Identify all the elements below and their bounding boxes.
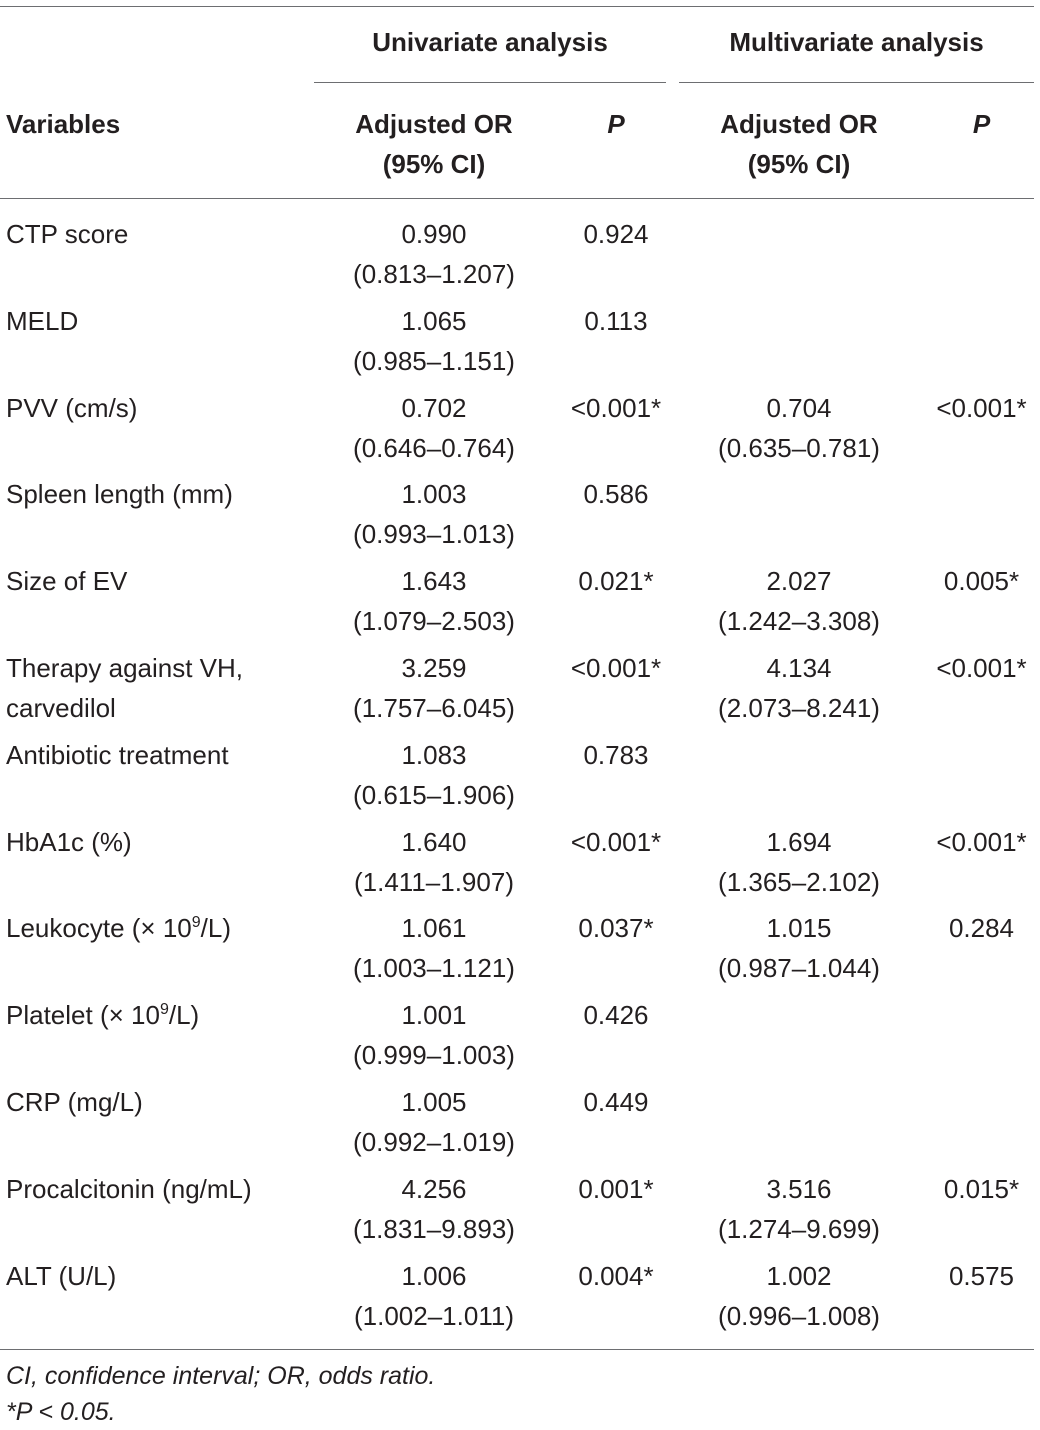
univariate-p-value: <0.001* bbox=[570, 827, 662, 857]
univariate-ci-value: (1.003–1.121) bbox=[353, 953, 515, 983]
multivariate-ci-value: (0.987–1.044) bbox=[718, 953, 880, 983]
row-variable-label-cont: carvedilol bbox=[6, 693, 116, 723]
footnote-significance: *P < 0.05. bbox=[6, 1398, 116, 1426]
univariate-p-value: 0.021* bbox=[578, 566, 654, 596]
multivariate-p-value: <0.001* bbox=[936, 393, 1027, 423]
univariate-or-value: 1.003 bbox=[401, 479, 467, 509]
univariate-ci-value: (0.615–1.906) bbox=[353, 780, 515, 810]
multivariate-ci-value: (1.365–2.102) bbox=[718, 867, 880, 897]
univariate-or-value: 1.005 bbox=[401, 1087, 467, 1117]
multivariate-p-value: 0.015* bbox=[943, 1174, 1020, 1204]
column-header-multivariate-p: P bbox=[972, 109, 991, 139]
univariate-ci-value: (0.985–1.151) bbox=[353, 346, 515, 376]
univariate-p-value: 0.449 bbox=[583, 1087, 649, 1117]
univariate-p-value: 0.037* bbox=[578, 913, 654, 943]
univariate-or-value: 1.065 bbox=[401, 306, 467, 336]
multivariate-p-value: <0.001* bbox=[936, 827, 1027, 857]
multivariate-or-value: 1.002 bbox=[766, 1261, 832, 1291]
univariate-or-value: 3.259 bbox=[401, 653, 467, 683]
multivariate-p-value: 0.005* bbox=[943, 566, 1020, 596]
row-variable-label: CTP score bbox=[6, 219, 129, 249]
row-variable-label: PVV (cm/s) bbox=[6, 393, 138, 423]
row-variable-label: MELD bbox=[6, 306, 79, 336]
row-variable-label: Size of EV bbox=[6, 566, 128, 596]
univariate-or-value: 4.256 bbox=[401, 1174, 467, 1204]
multivariate-ci-value: (2.073–8.241) bbox=[718, 693, 880, 723]
univariate-ci-value: (1.757–6.045) bbox=[353, 693, 515, 723]
multivariate-or-value: 4.134 bbox=[766, 653, 832, 683]
column-header-univariate-p: P bbox=[607, 109, 625, 139]
univariate-ci-value: (0.993–1.013) bbox=[353, 519, 515, 549]
univariate-or-value: 1.640 bbox=[401, 827, 467, 857]
univariate-or-value: 1.061 bbox=[401, 913, 467, 943]
univariate-ci-value: (1.831–9.893) bbox=[353, 1214, 515, 1244]
univariate-ci-value: (1.079–2.503) bbox=[353, 606, 515, 636]
univariate-p-value: 0.924 bbox=[583, 219, 649, 249]
column-header-variables: Variables bbox=[6, 109, 121, 139]
multivariate-or-value: 2.027 bbox=[766, 566, 832, 596]
univariate-p-value: 0.783 bbox=[583, 740, 649, 770]
multivariate-ci-value: (0.996–1.008) bbox=[718, 1301, 880, 1331]
footnote-abbreviations: CI, confidence interval; OR, odds ratio. bbox=[6, 1362, 436, 1390]
univariate-p-value: <0.001* bbox=[570, 653, 662, 683]
row-variable-label: Therapy against VH, bbox=[6, 653, 244, 683]
row-variable-label: Antibiotic treatment bbox=[6, 740, 229, 770]
group-header-univariate: Univariate analysis bbox=[372, 27, 608, 57]
multivariate-ci-value: (1.242–3.308) bbox=[718, 606, 880, 636]
multivariate-or-value: 0.704 bbox=[766, 393, 832, 423]
univariate-ci-value: (0.992–1.019) bbox=[353, 1127, 515, 1157]
multivariate-p-value: 0.575 bbox=[948, 1261, 1015, 1291]
table-bottom-rule bbox=[0, 1349, 1034, 1350]
row-variable-label: HbA1c (%) bbox=[6, 827, 132, 857]
column-header-multivariate-or: Adjusted OR (95% CI) bbox=[720, 109, 878, 179]
multivariate-or-value: 3.516 bbox=[766, 1174, 832, 1204]
multivariate-or-value: 1.015 bbox=[766, 913, 832, 943]
multivariate-or-value: 1.694 bbox=[766, 827, 832, 857]
univariate-group-rule bbox=[314, 82, 666, 83]
top-rule bbox=[0, 6, 1034, 7]
univariate-p-value: 0.113 bbox=[584, 306, 648, 336]
row-variable-label: Leukocyte (× 109/L) bbox=[6, 913, 231, 943]
header-bottom-rule bbox=[0, 198, 1034, 199]
column-header-univariate-or: Adjusted OR (95% CI) bbox=[355, 109, 513, 179]
univariate-or-value: 0.990 bbox=[401, 219, 467, 249]
univariate-ci-value: (1.411–1.907) bbox=[354, 867, 514, 897]
group-header-multivariate: Multivariate analysis bbox=[729, 27, 984, 57]
row-variable-label: ALT (U/L) bbox=[6, 1261, 117, 1291]
univariate-ci-value: (0.999–1.003) bbox=[353, 1040, 515, 1070]
univariate-ci-value: (0.813–1.207) bbox=[353, 259, 515, 289]
univariate-or-value: 1.083 bbox=[401, 740, 467, 770]
multivariate-p-value: <0.001* bbox=[936, 653, 1027, 683]
univariate-ci-value: (1.002–1.011) bbox=[354, 1301, 514, 1331]
univariate-ci-value: (0.646–0.764) bbox=[353, 433, 515, 463]
univariate-p-value: <0.001* bbox=[570, 393, 662, 423]
univariate-p-value: 0.586 bbox=[583, 479, 649, 509]
multivariate-group-rule bbox=[679, 82, 1034, 83]
univariate-p-value: 0.426 bbox=[583, 1000, 649, 1030]
row-variable-label: Platelet (× 109/L) bbox=[6, 1000, 200, 1030]
univariate-or-value: 1.006 bbox=[401, 1261, 467, 1291]
univariate-or-value: 1.643 bbox=[401, 566, 467, 596]
univariate-or-value: 1.001 bbox=[401, 1000, 467, 1030]
univariate-or-value: 0.702 bbox=[401, 393, 467, 423]
row-variable-label: Spleen length (mm) bbox=[6, 479, 233, 509]
multivariate-p-value: 0.284 bbox=[948, 913, 1015, 943]
row-variable-label: Procalcitonin (ng/mL) bbox=[6, 1174, 252, 1204]
multivariate-ci-value: (1.274–9.699) bbox=[718, 1214, 880, 1244]
univariate-p-value: 0.004* bbox=[578, 1261, 654, 1291]
univariate-p-value: 0.001* bbox=[578, 1174, 654, 1204]
multivariate-ci-value: (0.635–0.781) bbox=[718, 433, 880, 463]
row-variable-label: CRP (mg/L) bbox=[6, 1087, 143, 1117]
